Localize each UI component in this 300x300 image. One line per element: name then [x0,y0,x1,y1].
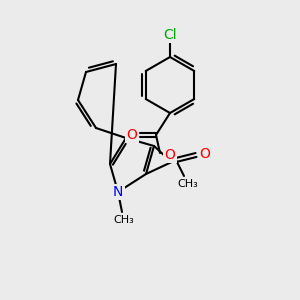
Text: O: O [200,147,210,161]
Text: O: O [165,148,176,162]
Text: N: N [113,185,123,199]
Text: O: O [127,128,137,142]
Text: Cl: Cl [163,28,177,42]
Text: CH₃: CH₃ [178,179,198,189]
Text: CH₃: CH₃ [114,215,134,225]
